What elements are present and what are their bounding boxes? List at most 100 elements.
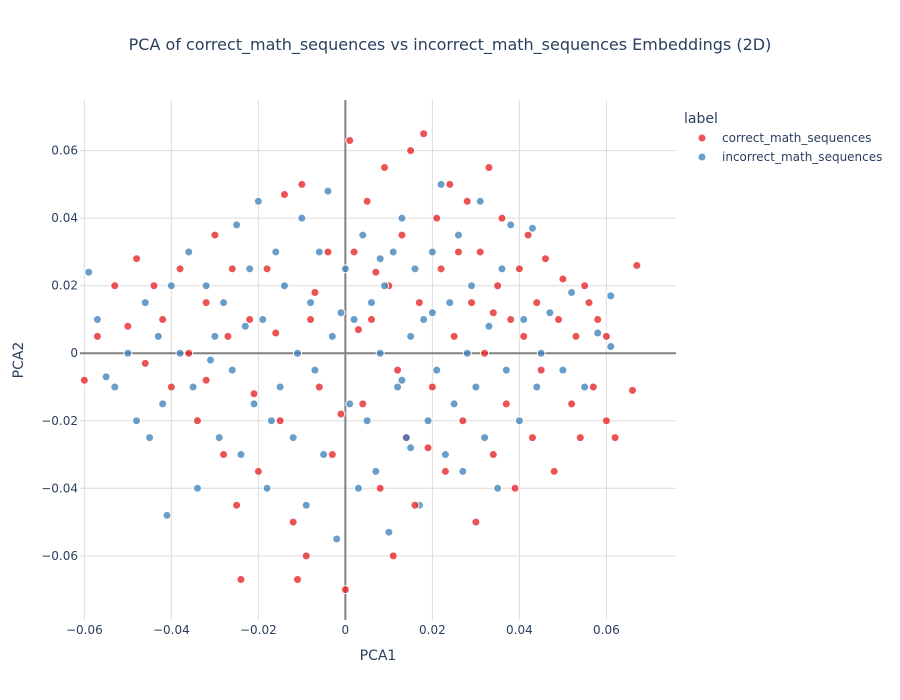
point-correct [132,254,142,264]
x-tick-label: −0.06 [66,623,103,637]
point-incorrect [484,321,494,331]
legend-item-incorrect[interactable]: incorrect_math_sequences [697,150,882,164]
point-incorrect [332,534,342,544]
point-incorrect [249,399,259,409]
point-correct [471,517,481,527]
legend-label-incorrect: incorrect_math_sequences [722,150,882,164]
point-incorrect [567,287,577,297]
point-incorrect [366,298,376,308]
point-correct [314,382,324,392]
point-correct [488,450,498,460]
point-incorrect [297,213,307,223]
point-incorrect [471,382,481,392]
point-correct [462,196,472,206]
point-correct [306,314,316,324]
point-correct [549,466,559,476]
point-incorrect [192,483,202,493]
point-incorrect [467,281,477,291]
point-incorrect [349,314,359,324]
point-correct [488,308,498,318]
point-correct [567,399,577,409]
point-incorrect [453,230,463,240]
point-correct [519,331,529,341]
point-correct [201,375,211,385]
point-correct [340,585,350,595]
point-correct [584,298,594,308]
point-incorrect [336,308,346,318]
point-incorrect [458,466,468,476]
point-incorrect [240,321,250,331]
point-incorrect [206,355,216,365]
point-incorrect [153,331,163,341]
legend-item-correct[interactable]: correct_math_sequences [697,131,871,145]
point-correct [210,230,220,240]
point-correct [432,213,442,223]
point-incorrect [188,382,198,392]
point-incorrect [493,483,503,493]
point-incorrect [232,220,242,230]
points-layer [79,129,642,595]
point-correct [349,247,359,257]
point-correct [453,247,463,257]
point-correct [227,264,237,274]
point-correct [388,551,398,561]
point-correct [245,314,255,324]
point-incorrect [375,348,385,358]
point-correct [262,264,272,274]
point-incorrect [514,416,524,426]
point-incorrect [340,264,350,274]
point-correct [440,466,450,476]
point-correct [484,163,494,173]
point-correct [366,314,376,324]
point-incorrect [388,247,398,257]
point-correct [310,287,320,297]
point-incorrect [406,443,416,453]
point-incorrect [362,416,372,426]
point-incorrect [214,433,224,443]
y-tick-label: 0.04 [51,211,78,225]
point-correct [554,314,564,324]
point-incorrect [145,433,155,443]
point-correct [632,260,642,270]
y-tick-label: −0.06 [41,549,78,563]
point-incorrect [449,399,459,409]
y-tick-label: 0.02 [51,279,78,293]
point-correct [323,247,333,257]
point-incorrect [545,308,555,318]
point-incorrect [427,247,437,257]
point-correct [375,483,385,493]
point-correct [219,450,229,460]
point-incorrect [158,399,168,409]
point-correct [175,264,185,274]
point-incorrect [371,466,381,476]
point-incorrect [253,196,263,206]
point-incorrect [262,483,272,493]
legend-marker-correct [697,133,707,143]
point-incorrect [219,298,229,308]
point-correct [414,298,424,308]
point-incorrect [210,331,220,341]
point-correct [493,281,503,291]
point-correct [406,146,416,156]
y-tick-label: −0.04 [41,481,78,495]
point-correct [92,331,102,341]
point-correct [327,450,337,460]
point-correct [79,375,89,385]
point-incorrect [271,247,281,257]
point-incorrect [532,382,542,392]
point-incorrect [279,281,289,291]
point-incorrect [375,254,385,264]
point-incorrect [306,298,316,308]
point-incorrect [84,267,94,277]
point-correct [149,281,159,291]
point-incorrect [293,348,303,358]
point-incorrect [266,416,276,426]
point-incorrect [506,220,516,230]
point-correct [371,267,381,277]
point-correct [480,348,490,358]
point-correct [540,254,550,264]
point-correct [279,190,289,200]
point-incorrect [301,500,311,510]
point-incorrect [201,281,211,291]
point-incorrect [92,314,102,324]
